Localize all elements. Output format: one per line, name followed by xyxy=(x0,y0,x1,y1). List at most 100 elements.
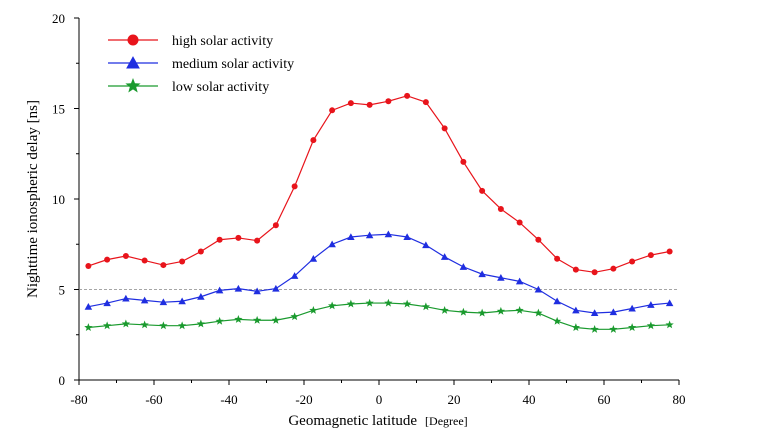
data-point xyxy=(646,321,656,330)
data-point xyxy=(178,297,186,305)
data-point xyxy=(103,299,111,307)
data-point xyxy=(552,316,562,325)
data-point xyxy=(609,324,618,333)
data-point xyxy=(422,241,430,249)
legend: high solar activity medium solar activity… xyxy=(108,34,294,95)
data-point xyxy=(421,302,431,311)
series-line xyxy=(88,233,670,314)
data-point xyxy=(440,305,449,314)
data-point xyxy=(571,323,581,332)
data-point xyxy=(328,240,336,248)
y-axis-label: Nighttime ionospheric delay [ns] xyxy=(25,100,41,298)
series-layer xyxy=(84,92,674,333)
legend-marker xyxy=(127,34,139,46)
data-point xyxy=(347,100,354,107)
data-point xyxy=(234,315,243,323)
series-star xyxy=(84,298,674,333)
x-axis-unit: [Degree] xyxy=(425,414,468,428)
data-point xyxy=(347,233,355,241)
data-point xyxy=(404,92,411,99)
legend-item: low solar activity xyxy=(108,78,269,95)
y-tick-label: 5 xyxy=(59,283,66,298)
data-point xyxy=(666,248,673,255)
data-point xyxy=(121,319,131,328)
series-triangle xyxy=(84,230,674,317)
data-point xyxy=(365,298,374,307)
data-point xyxy=(365,231,374,239)
data-point xyxy=(554,255,561,262)
data-point xyxy=(346,299,356,308)
data-point xyxy=(215,286,224,294)
data-point xyxy=(310,137,317,144)
data-point xyxy=(534,285,543,293)
data-point xyxy=(179,258,186,265)
data-point xyxy=(216,236,223,243)
data-point xyxy=(197,292,205,300)
data-point xyxy=(85,262,92,269)
data-point xyxy=(497,205,504,212)
data-point xyxy=(440,253,449,260)
data-point xyxy=(402,299,412,308)
x-tick-label: -80 xyxy=(70,392,87,407)
legend-label: high solar activity xyxy=(172,34,273,49)
x-tick-label: 60 xyxy=(598,392,611,407)
legend-item: medium solar activity xyxy=(108,56,294,72)
series-circle xyxy=(85,92,673,276)
x-tick-label: -60 xyxy=(145,392,162,407)
axes xyxy=(74,17,680,385)
data-point xyxy=(196,319,206,328)
data-point xyxy=(290,272,299,279)
legend-marker xyxy=(125,78,141,93)
data-point xyxy=(627,323,637,332)
y-tick-label: 20 xyxy=(52,11,65,26)
data-point xyxy=(309,254,318,262)
data-point xyxy=(479,187,486,194)
data-point xyxy=(197,248,204,255)
data-point xyxy=(272,284,280,292)
data-point xyxy=(159,298,168,306)
data-point xyxy=(215,316,224,325)
data-point xyxy=(384,298,393,307)
data-point xyxy=(122,294,130,302)
tick-labels: -80 -60 -40 -20 0 20 40 60 80 0 5 10 15 20 xyxy=(52,11,686,407)
data-point xyxy=(477,308,487,317)
legend-label: medium solar activity xyxy=(172,57,294,72)
data-point xyxy=(403,233,411,241)
y-tick-label: 10 xyxy=(52,192,65,207)
legend-label: low solar activity xyxy=(172,80,269,95)
x-tick-label: -20 xyxy=(295,392,312,407)
data-point xyxy=(102,321,112,330)
data-point xyxy=(385,98,392,105)
data-point xyxy=(84,323,93,332)
data-point xyxy=(122,253,129,260)
data-point xyxy=(609,308,618,316)
x-axis-label: Geomagnetic latitude xyxy=(288,413,417,429)
x-tick-label: 40 xyxy=(523,392,536,407)
y-tick-label: 0 xyxy=(59,373,66,388)
data-point xyxy=(290,312,299,321)
data-point xyxy=(329,107,336,114)
data-point xyxy=(572,266,579,273)
data-point xyxy=(496,306,506,315)
x-tick-label: 80 xyxy=(673,392,686,407)
data-point xyxy=(553,297,561,305)
series-line xyxy=(88,95,670,273)
legend-marker xyxy=(126,56,140,69)
data-point xyxy=(254,237,261,244)
data-point xyxy=(628,304,636,312)
data-point xyxy=(384,230,393,238)
data-point xyxy=(252,315,262,324)
data-point xyxy=(271,315,281,324)
data-point xyxy=(141,257,148,264)
data-point xyxy=(140,296,149,304)
data-point xyxy=(515,277,524,285)
data-point xyxy=(459,263,468,270)
data-point xyxy=(534,308,543,317)
data-point xyxy=(591,269,598,276)
legend-item: high solar activity xyxy=(108,34,273,49)
data-point xyxy=(104,256,111,263)
data-point xyxy=(590,324,599,333)
data-point xyxy=(535,236,542,243)
data-point xyxy=(253,287,261,295)
